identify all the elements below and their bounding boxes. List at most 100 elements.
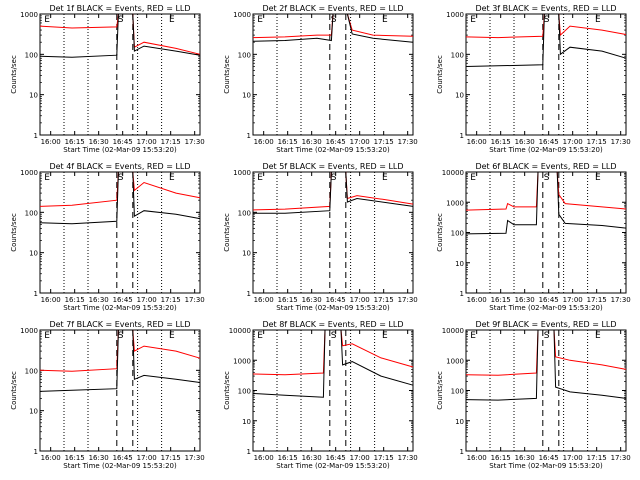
x-tick-label: 17:00	[137, 296, 157, 304]
y-tick-label: 10	[455, 260, 464, 268]
x-tick-label: 17:30	[398, 296, 418, 304]
y-tick-label: 1	[460, 290, 464, 298]
y-tick-label: 10	[29, 250, 38, 258]
panel-6: Det 6f BLACK = Events, RED = LLD 1 10 100 10…	[436, 162, 631, 312]
x-tick-label: 17:30	[185, 454, 205, 462]
panel-4: Det 4f BLACK = Events, RED = LLD 1 10 100 10…	[10, 162, 205, 312]
events-series-line	[465, 329, 627, 401]
x-tick-label: 17:30	[185, 138, 205, 146]
x-tick-label: 17:30	[611, 296, 631, 304]
x-tick-label: 17:00	[563, 138, 583, 146]
x-tick-label: 16:00	[41, 454, 61, 462]
event-marker-label: E	[382, 173, 388, 183]
x-tick-label: 17:15	[374, 296, 394, 304]
x-axis-label: Start Time (02-Mar-09 15:53:20)	[489, 462, 603, 470]
event-marker-label: S	[544, 331, 550, 341]
y-tick-label: 1000	[20, 169, 38, 177]
y-tick-label: 1	[34, 132, 38, 140]
x-tick-label: 16:00	[467, 296, 487, 304]
y-axis-label: Counts/sec	[436, 213, 444, 252]
x-tick-label: 16:00	[467, 454, 487, 462]
x-tick-label: 16:45	[326, 454, 346, 462]
y-tick-label: 1000	[446, 357, 464, 365]
x-tick-label: 16:15	[278, 296, 298, 304]
event-marker-label: S	[118, 15, 124, 25]
x-tick-label: 16:15	[65, 296, 85, 304]
events-series-line	[253, 171, 414, 214]
x-axis-label: Start Time (02-Mar-09 15:53:20)	[276, 304, 390, 312]
y-axis-label: Counts/sec	[223, 213, 231, 252]
y-tick-label: 1	[247, 290, 251, 298]
y-tick-label: 1	[34, 290, 38, 298]
event-marker-label: S	[544, 15, 550, 25]
event-marker-label: E	[470, 331, 476, 341]
x-axis-label: Start Time (02-Mar-09 15:53:20)	[489, 304, 603, 312]
y-axis-label: Counts/sec	[10, 55, 18, 94]
x-tick-label: 17:00	[563, 296, 583, 304]
panel-title: Det 8f BLACK = Events, RED = LLD	[262, 320, 403, 329]
y-axis-label: Counts/sec	[10, 371, 18, 410]
x-tick-label: 16:15	[65, 454, 85, 462]
x-tick-label: 16:15	[278, 454, 298, 462]
x-tick-label: 16:15	[491, 138, 511, 146]
panel-title: Det 9f BLACK = Events, RED = LLD	[475, 320, 616, 329]
x-tick-label: 16:45	[326, 296, 346, 304]
y-tick-label: 100	[25, 367, 38, 375]
x-tick-label: 16:30	[89, 138, 109, 146]
x-tick-label: 16:00	[254, 138, 274, 146]
x-tick-label: 17:30	[398, 138, 418, 146]
x-axis-label: Start Time (02-Mar-09 15:53:20)	[489, 146, 603, 154]
x-tick-label: 16:45	[113, 296, 133, 304]
x-tick-label: 17:15	[161, 454, 181, 462]
event-marker-label: E	[169, 15, 175, 25]
x-tick-label: 16:00	[41, 296, 61, 304]
y-tick-label: 100	[25, 51, 38, 59]
y-tick-label: 1000	[233, 11, 251, 19]
x-tick-label: 16:30	[302, 296, 322, 304]
event-marker-label: E	[257, 15, 263, 25]
x-tick-label: 17:15	[161, 138, 181, 146]
x-tick-label: 16:00	[467, 138, 487, 146]
y-tick-label: 1	[460, 132, 464, 140]
x-tick-label: 16:30	[89, 296, 109, 304]
panel-title: Det 3f BLACK = Events, RED = LLD	[475, 4, 616, 13]
panel-title: Det 4f BLACK = Events, RED = LLD	[49, 162, 190, 171]
y-tick-label: 1000	[446, 199, 464, 207]
event-marker-label: E	[595, 331, 601, 341]
events-series-line	[465, 171, 627, 235]
y-axis-label: Counts/sec	[436, 55, 444, 94]
x-tick-label: 17:00	[563, 454, 583, 462]
events-series-line	[252, 329, 414, 398]
y-tick-label: 1000	[233, 357, 251, 365]
event-marker-label: E	[44, 173, 50, 183]
event-marker-label: E	[257, 173, 263, 183]
x-tick-label: 17:00	[350, 296, 370, 304]
panel-8: Det 8f BLACK = Events, RED = LLD 1 10 100 10…	[223, 320, 418, 470]
y-tick-label: 1	[460, 448, 464, 456]
y-tick-label: 10000	[229, 327, 251, 335]
x-tick-label: 17:15	[374, 454, 394, 462]
panel-title: Det 2f BLACK = Events, RED = LLD	[262, 4, 403, 13]
y-tick-label: 1000	[20, 11, 38, 19]
y-tick-label: 1	[34, 448, 38, 456]
x-tick-label: 17:00	[350, 454, 370, 462]
panel-5: Det 5f BLACK = Events, RED = LLD 1 10 100 10…	[223, 162, 418, 312]
y-tick-label: 10	[29, 408, 38, 416]
y-tick-label: 100	[451, 51, 464, 59]
x-tick-label: 17:00	[137, 138, 157, 146]
x-tick-label: 17:30	[611, 454, 631, 462]
y-tick-label: 10	[242, 92, 251, 100]
x-tick-label: 16:30	[515, 454, 535, 462]
y-tick-label: 1	[247, 448, 251, 456]
panel-1: Det 1f BLACK = Events, RED = LLD 1 10 100 10…	[10, 4, 205, 154]
x-tick-label: 16:45	[539, 138, 559, 146]
event-marker-label: E	[257, 331, 263, 341]
event-marker-label: E	[595, 173, 601, 183]
y-tick-label: 1	[247, 132, 251, 140]
x-tick-label: 17:15	[587, 138, 607, 146]
event-marker-label: E	[169, 173, 175, 183]
y-tick-label: 10000	[442, 327, 464, 335]
panel-7: Det 7f BLACK = Events, RED = LLD 1 10 100 10…	[10, 320, 205, 470]
panel-3: Det 3f BLACK = Events, RED = LLD 1 10 100 10…	[436, 4, 631, 154]
y-tick-label: 10	[455, 92, 464, 100]
